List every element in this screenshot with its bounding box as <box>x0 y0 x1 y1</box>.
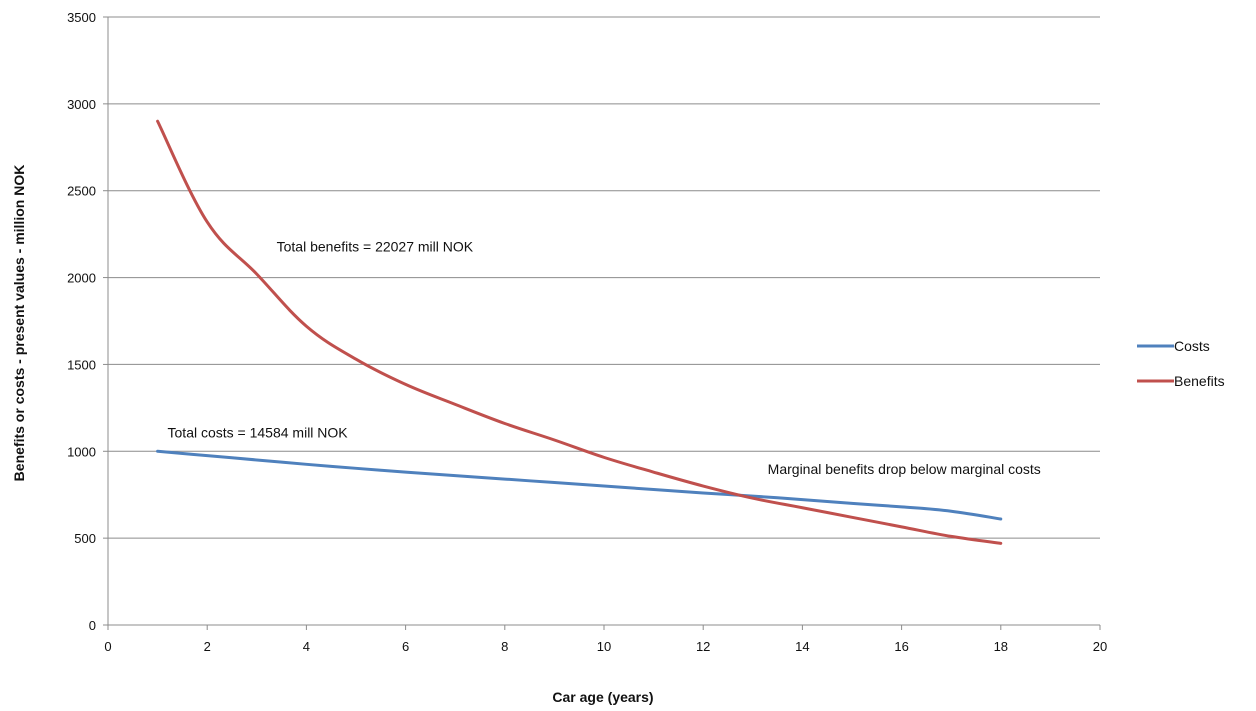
y-tick-label: 1000 <box>67 444 96 459</box>
x-axis-title: Car age (years) <box>552 689 653 705</box>
x-tick-label: 0 <box>104 639 111 654</box>
x-tick-label: 10 <box>597 639 611 654</box>
x-tick-label: 14 <box>795 639 809 654</box>
series-lines <box>156 119 1003 545</box>
y-tick-label: 3500 <box>67 10 96 25</box>
annotation-text: Marginal benefits drop below marginal co… <box>768 461 1041 477</box>
x-tick-label: 6 <box>402 639 409 654</box>
y-tick-label: 0 <box>89 618 96 633</box>
series-line-benefits <box>156 119 1003 545</box>
tick-labels: 0 500 1000 1500 2000 2500 3000 3500 0 2 4 6 8 10 12 14 1… <box>67 10 1107 654</box>
axes <box>103 16 1101 630</box>
y-tick-label: 2500 <box>67 184 96 199</box>
y-axis-title: Benefits or costs - present values - mil… <box>11 165 27 482</box>
legend: Costs Benefits <box>1137 338 1225 389</box>
y-tick-label: 2000 <box>67 271 96 286</box>
x-tick-label: 4 <box>303 639 310 654</box>
y-tick-label: 3000 <box>67 97 96 112</box>
x-tick-label: 12 <box>696 639 710 654</box>
x-tick-label: 18 <box>994 639 1008 654</box>
y-tick-label: 1500 <box>67 357 96 372</box>
annotation-text: Total costs = 14584 mill NOK <box>168 424 349 440</box>
legend-label-costs: Costs <box>1174 338 1210 354</box>
series-line-costs <box>156 449 1003 521</box>
x-tick-label: 2 <box>204 639 211 654</box>
x-tick-label: 20 <box>1093 639 1107 654</box>
y-tick-label: 500 <box>74 531 96 546</box>
grid-lines <box>108 16 1100 539</box>
annotation-text: Total benefits = 22027 mill NOK <box>277 239 474 255</box>
annotations: Total benefits = 22027 mill NOK Total cos… <box>168 239 1041 477</box>
x-tick-label: 16 <box>894 639 908 654</box>
x-tick-label: 8 <box>501 639 508 654</box>
legend-label-benefits: Benefits <box>1174 373 1225 389</box>
